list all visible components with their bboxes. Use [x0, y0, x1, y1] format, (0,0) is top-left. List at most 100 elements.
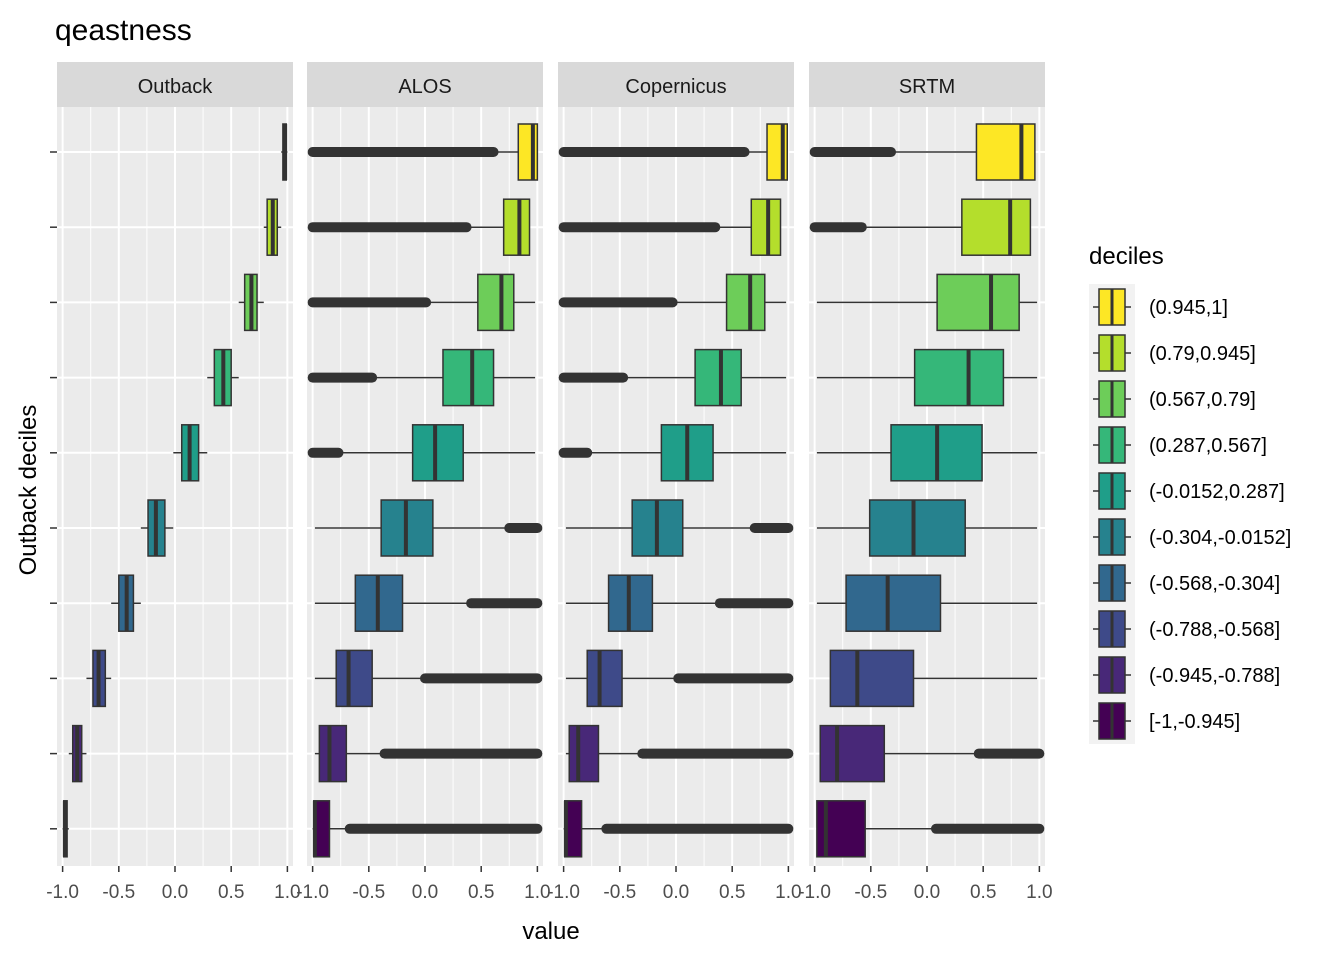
boxplot-alos-6	[314, 574, 543, 632]
boxplot-alos-7	[314, 649, 543, 708]
strip-label: SRTM	[899, 76, 955, 98]
boxplot-outback-8	[68, 724, 87, 783]
strip-label: Copernicus	[625, 76, 726, 98]
legend-label: [-1,-0.945]	[1149, 711, 1240, 733]
box	[568, 724, 600, 783]
boxplot-srtm-6	[816, 574, 1038, 632]
legend-item: (0.567,0.79]	[1093, 380, 1256, 418]
x-tick-label: -0.5	[854, 882, 887, 903]
legend-item: (0.287,0.567]	[1093, 426, 1267, 464]
boxplot-alos-3	[307, 348, 536, 407]
boxplot-copernicus-4	[558, 424, 787, 482]
legend-item: (-0.0152,0.287]	[1093, 472, 1285, 510]
legend-item: [-1,-0.945]	[1093, 702, 1240, 740]
x-tick-label: 0.0	[412, 882, 438, 903]
legend-label: (-0.945,-0.788]	[1149, 665, 1280, 687]
x-tick-label: 1.0	[524, 882, 550, 903]
box	[725, 273, 766, 332]
x-tick-label: -1.0	[798, 882, 831, 903]
facet-panels: Outback -1.0 -0.5 0.0 0.5 1.0 ALOS -1.0 -0.5 0.0 0…	[46, 62, 1053, 903]
boxplot-alos-4	[307, 424, 536, 482]
legend-label: (0.79,0.945]	[1149, 343, 1256, 365]
x-tick-label: 0.5	[218, 882, 244, 903]
boxplot-outback-4	[173, 424, 208, 482]
panel-outback: Outback -1.0 -0.5 0.0 0.5 1.0	[46, 62, 301, 903]
box	[502, 198, 531, 256]
legend-title: deciles	[1089, 243, 1164, 270]
boxplot-copernicus-9	[563, 800, 794, 858]
panel-alos: ALOS -1.0 -0.5 0.0 0.5 1.0	[296, 62, 551, 903]
boxplot-srtm-7	[829, 649, 1038, 708]
boxplot-copernicus-8	[565, 724, 794, 783]
boxplot-outback-2	[238, 273, 264, 332]
x-tick-label: 1.0	[274, 882, 300, 903]
box	[335, 649, 373, 708]
box	[975, 123, 1036, 181]
legend-label: (-0.304,-0.0152]	[1149, 527, 1291, 549]
legend-item: (-0.945,-0.788]	[1093, 656, 1280, 694]
boxplot-outback-9	[62, 800, 69, 858]
box	[586, 649, 623, 708]
legend-label: (-0.788,-0.568]	[1149, 619, 1280, 641]
boxplot-srtm-8	[819, 724, 1045, 783]
strip-background	[558, 62, 794, 107]
boxplot-alos-0	[307, 123, 539, 181]
chart-title: qeastness	[55, 14, 192, 47]
box	[819, 724, 886, 783]
box	[477, 273, 515, 332]
legend-label: (0.567,0.79]	[1149, 389, 1256, 411]
x-axis-title: value	[522, 918, 579, 945]
x-tick-label: -1.0	[46, 882, 79, 903]
boxplot-copernicus-5	[565, 499, 794, 557]
box	[411, 424, 464, 482]
panel-srtm: SRTM -1.0 -0.5 0.0 0.5 1.0	[798, 62, 1053, 903]
box	[913, 348, 1005, 407]
x-tick-label: 1.0	[1026, 882, 1052, 903]
x-tick-label: 0.5	[468, 882, 494, 903]
boxplot-copernicus-3	[558, 348, 787, 407]
boxplot-srtm-1	[809, 198, 1032, 256]
x-tick-label: 0.5	[719, 882, 745, 903]
legend-item: (-0.304,-0.0152]	[1093, 518, 1291, 556]
boxplot-alos-8	[314, 724, 543, 783]
box	[694, 348, 742, 407]
x-tick-label: 0.0	[162, 882, 188, 903]
boxplot-outback-6	[111, 574, 141, 632]
boxplot-srtm-9	[816, 800, 1045, 858]
strip-background	[809, 62, 1045, 107]
box	[961, 198, 1032, 256]
box	[442, 348, 495, 407]
boxplot-srtm-2	[816, 273, 1038, 332]
boxplot-copernicus-0	[558, 123, 789, 181]
strip-background	[57, 62, 293, 107]
legend-item: (0.945,1]	[1093, 288, 1228, 326]
boxplot-outback-7	[86, 649, 112, 708]
boxplot-copernicus-6	[565, 574, 794, 632]
boxplot-srtm-0	[809, 123, 1036, 181]
strip-label: ALOS	[398, 76, 451, 98]
legend-item: (-0.568,-0.304]	[1093, 564, 1280, 602]
box	[936, 273, 1020, 332]
boxplot-outback-1	[263, 198, 282, 256]
boxplot-outback-5	[140, 499, 174, 557]
boxplot-alos-5	[314, 499, 543, 557]
box	[845, 574, 942, 632]
x-tick-label: 1.0	[775, 882, 801, 903]
y-axis	[50, 151, 57, 830]
boxplot-copernicus-2	[558, 273, 787, 332]
boxplot-copernicus-7	[565, 649, 794, 708]
box	[318, 724, 348, 783]
legend-label: (-0.568,-0.304]	[1149, 573, 1280, 595]
x-tick-label: 0.0	[663, 882, 689, 903]
x-tick-label: -0.5	[102, 882, 135, 903]
panel-copernicus: Copernicus -1.0 -0.5 0.0 0.5 1.0	[547, 62, 802, 903]
x-tick-label: -1.0	[547, 882, 580, 903]
box	[750, 198, 782, 256]
legend-item: (0.79,0.945]	[1093, 334, 1256, 372]
boxplot-outback-0	[281, 123, 288, 181]
boxplot-srtm-3	[816, 348, 1038, 407]
boxplot-srtm-5	[816, 499, 1038, 557]
x-tick-label: -0.5	[603, 882, 636, 903]
boxplot-alos-2	[307, 273, 536, 332]
boxplot-outback-3	[207, 348, 239, 407]
